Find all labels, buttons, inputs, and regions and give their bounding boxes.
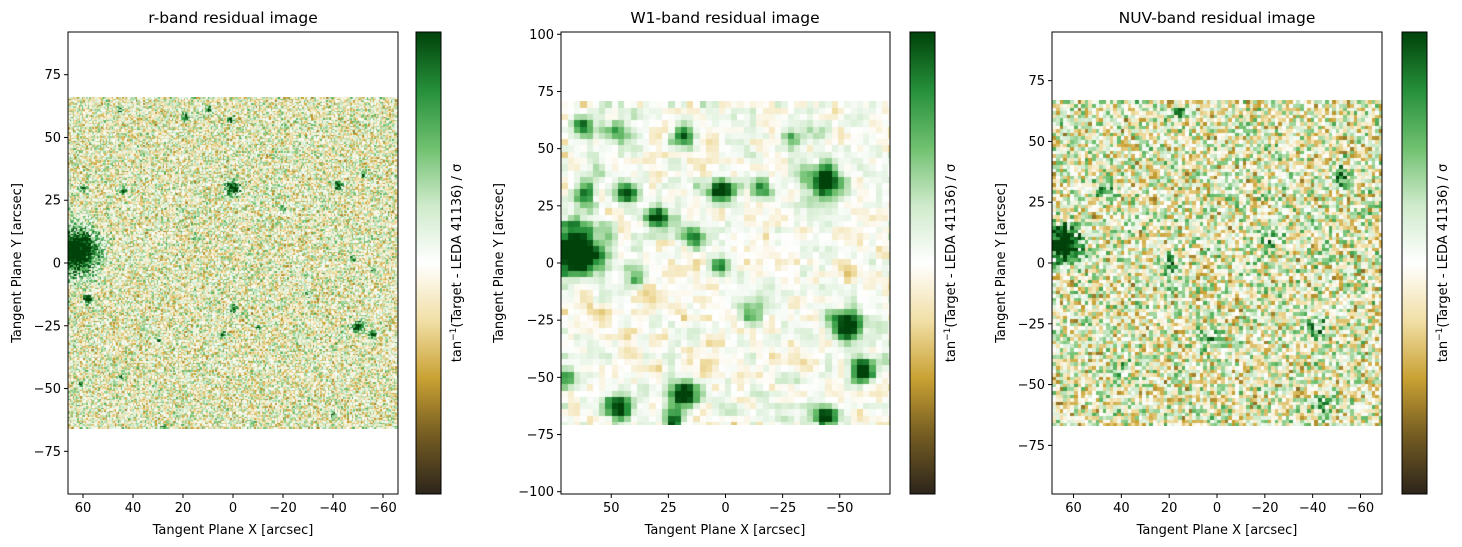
x-tick-label: 60 — [75, 501, 92, 516]
y-tick-label: −25 — [1018, 317, 1045, 332]
y-tick-label: 75 — [44, 68, 61, 83]
x-axis-label: Tangent Plane X [arcsec] — [644, 523, 806, 538]
y-tick-label: −50 — [34, 382, 61, 397]
x-tick-label: −60 — [369, 501, 396, 516]
panel-title: r-band residual image — [148, 9, 318, 27]
x-tick-label: −50 — [826, 501, 853, 516]
y-tick-label: −75 — [1018, 439, 1045, 454]
y-tick-label: 75 — [1028, 74, 1045, 89]
residual-image — [68, 97, 398, 429]
x-tick-label: 40 — [125, 501, 142, 516]
x-tick-label: −60 — [1347, 501, 1374, 516]
residual-image — [1052, 100, 1382, 426]
x-tick-label: 0 — [229, 501, 237, 516]
y-tick-label: 25 — [44, 194, 61, 209]
x-axis-label: Tangent Plane X [arcsec] — [1136, 523, 1298, 538]
y-tick-label: −75 — [34, 445, 61, 460]
x-tick-label: 20 — [1161, 501, 1178, 516]
panel-w1-band: W1-band residual image Tangent Plane X [… — [492, 9, 959, 538]
x-tick-label: −40 — [319, 501, 346, 516]
x-tick-label: 0 — [721, 501, 729, 516]
y-tick-label: 75 — [537, 85, 554, 100]
y-tick-label: −75 — [527, 428, 554, 443]
y-tick-label: 50 — [44, 131, 61, 146]
y-tick-label: 50 — [1028, 135, 1045, 150]
y-tick-label: 25 — [537, 199, 554, 214]
y-tick-label: 0 — [546, 257, 554, 272]
y-axis-label: Tangent Plane Y [arcsec] — [10, 183, 25, 344]
y-tick-label: 100 — [529, 28, 554, 43]
y-tick-label: 25 — [1028, 196, 1045, 211]
colorbar-label: tan−1(Target - LEDA 41136) / σ — [943, 164, 959, 362]
x-tick-label: 0 — [1213, 501, 1221, 516]
y-tick-label: −25 — [34, 319, 61, 334]
y-tick-label: −25 — [527, 314, 554, 329]
colorbar — [909, 31, 936, 495]
colorbar — [1401, 31, 1428, 495]
x-tick-label: −25 — [769, 501, 796, 516]
y-tick-label: 50 — [537, 142, 554, 157]
y-tick-label: 0 — [1037, 257, 1045, 272]
residual-image — [561, 101, 890, 425]
y-axis-label: Tangent Plane Y [arcsec] — [492, 183, 507, 344]
x-tick-label: 25 — [660, 501, 677, 516]
colorbar-label: tan−1(Target - LEDA 41136) / σ — [449, 164, 465, 362]
x-axis-label: Tangent Plane X [arcsec] — [152, 523, 314, 538]
y-tick-label: −50 — [1018, 378, 1045, 393]
panel-title: NUV-band residual image — [1119, 9, 1316, 27]
panel-nuv-band: NUV-band residual image Tangent Plane X … — [994, 9, 1451, 538]
colorbar — [415, 31, 442, 495]
y-tick-label: −50 — [527, 371, 554, 386]
panel-title: W1-band residual image — [630, 9, 819, 27]
y-axis-label: Tangent Plane Y [arcsec] — [994, 183, 1009, 344]
y-tick-label: 0 — [53, 257, 61, 272]
x-tick-label: 60 — [1065, 501, 1082, 516]
panel-r-band: r-band residual image Tangent Plane X [a… — [10, 9, 465, 538]
x-tick-label: −20 — [269, 501, 296, 516]
y-tick-label: −100 — [518, 485, 554, 500]
colorbar-label: tan−1(Target - LEDA 41136) / σ — [1435, 164, 1451, 362]
x-tick-label: 40 — [1113, 501, 1130, 516]
x-tick-label: −40 — [1299, 501, 1326, 516]
x-tick-label: 50 — [603, 501, 620, 516]
x-tick-label: 20 — [175, 501, 192, 516]
x-tick-label: −20 — [1251, 501, 1278, 516]
